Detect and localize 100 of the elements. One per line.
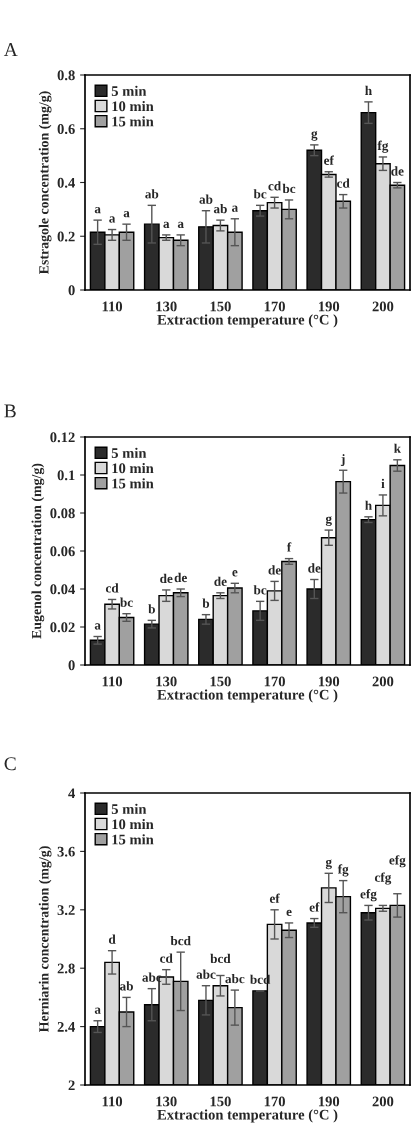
legend-label: 10 min bbox=[112, 818, 154, 830]
data-label: j bbox=[340, 454, 345, 467]
y-axis-title: Eugenol concentration (mg/g) bbox=[31, 463, 45, 639]
data-label: b bbox=[148, 604, 155, 614]
data-label: abc bbox=[196, 969, 216, 979]
data-label: abc bbox=[225, 973, 245, 984]
x-tick-label: 200 bbox=[372, 1096, 394, 1107]
x-tick-label: 190 bbox=[318, 1096, 340, 1107]
x-tick-label: 110 bbox=[102, 1096, 123, 1107]
y-tick-label: 3.2 bbox=[57, 905, 75, 916]
data-label: a bbox=[94, 623, 101, 630]
data-label: de bbox=[391, 166, 404, 176]
data-label: h bbox=[365, 85, 372, 95]
data-label: de bbox=[174, 572, 187, 583]
x-tick-label: 110 bbox=[102, 301, 123, 312]
data-label: b bbox=[202, 598, 210, 608]
data-label: fg bbox=[377, 140, 389, 153]
data-label: bc bbox=[282, 183, 296, 194]
chart-title: A bbox=[3, 43, 18, 56]
data-label: ab bbox=[199, 194, 213, 204]
data-label: i bbox=[381, 478, 385, 488]
data-label: a bbox=[231, 205, 238, 212]
data-label: bc bbox=[120, 597, 133, 607]
y-tick-label: 2 bbox=[68, 1080, 75, 1091]
chart-title: C bbox=[4, 757, 16, 771]
data-label: d bbox=[108, 934, 116, 944]
data-label: f bbox=[286, 542, 292, 552]
data-label: a bbox=[94, 206, 101, 214]
legend-label: 5 min bbox=[111, 803, 147, 814]
x-tick-label: 110 bbox=[102, 676, 123, 687]
data-label: k bbox=[394, 443, 402, 453]
data-label: a bbox=[109, 216, 116, 223]
legend-label: 10 min bbox=[112, 462, 154, 474]
x-axis-title: Extraction temperature (°C ) bbox=[157, 314, 338, 328]
legend-label: 10 min bbox=[112, 100, 154, 112]
x-tick-label: 190 bbox=[318, 301, 340, 312]
x-tick-label: 130 bbox=[156, 1096, 177, 1107]
y-tick-label: 2.4 bbox=[57, 1022, 76, 1032]
data-label: bc bbox=[253, 585, 267, 595]
data-label: ab bbox=[145, 189, 159, 199]
y-tick-label: 0.02 bbox=[50, 622, 75, 633]
data-label: ef bbox=[324, 155, 334, 165]
data-label: cd bbox=[160, 953, 173, 963]
data-label: cd bbox=[105, 583, 119, 593]
x-tick-label: 190 bbox=[318, 676, 340, 687]
legend-label: 5 min bbox=[111, 85, 147, 96]
data-label: cd bbox=[268, 181, 282, 191]
y-tick-label: 0.06 bbox=[50, 546, 75, 557]
y-tick-label: 0.04 bbox=[50, 584, 76, 595]
data-label: ab bbox=[213, 203, 227, 214]
data-label: g bbox=[311, 131, 318, 141]
data-label: a bbox=[94, 1007, 101, 1014]
chart-title: B bbox=[4, 404, 16, 418]
data-label: a bbox=[163, 221, 170, 229]
x-tick-label: 150 bbox=[210, 676, 231, 687]
y-tick-label: 3.6 bbox=[57, 846, 75, 857]
data-label: de bbox=[214, 576, 227, 586]
x-tick-label: 130 bbox=[156, 676, 177, 687]
data-label: de bbox=[268, 565, 281, 575]
data-label: efg bbox=[389, 855, 406, 868]
y-tick-label: 0.8 bbox=[57, 70, 75, 81]
data-label: e bbox=[286, 909, 292, 917]
data-label: ef bbox=[269, 893, 280, 903]
x-axis-title: Extraction temperature (°C ) bbox=[157, 1109, 338, 1123]
x-tick-label: 130 bbox=[156, 301, 177, 312]
y-tick-label: 0 bbox=[68, 285, 75, 296]
y-tick-label: 2.8 bbox=[57, 963, 75, 974]
data-label: g bbox=[325, 859, 332, 870]
x-tick-label: 150 bbox=[210, 1096, 231, 1107]
x-tick-label: 170 bbox=[264, 301, 285, 312]
y-tick-label: 0.6 bbox=[57, 124, 75, 135]
data-label: cfg bbox=[374, 872, 392, 885]
data-label: abc bbox=[142, 972, 162, 982]
legend-label: 15 min bbox=[112, 116, 154, 127]
x-tick-label: 200 bbox=[372, 676, 394, 687]
x-axis-title: Extraction temperature (°C ) bbox=[157, 689, 338, 703]
y-tick-label: 0.4 bbox=[57, 177, 76, 188]
y-axis-title: Estragole concentration (mg/g) bbox=[38, 91, 52, 275]
legend-label: 15 min bbox=[112, 834, 154, 845]
y-axis-title: Herniarin concentration (mg/g) bbox=[38, 846, 52, 1033]
data-label: a bbox=[177, 221, 184, 229]
data-label: fg bbox=[337, 864, 349, 877]
y-tick-label: 4 bbox=[68, 788, 76, 799]
data-label: a bbox=[123, 210, 130, 218]
y-tick-label: 0 bbox=[68, 660, 75, 671]
legend-label: 5 min bbox=[111, 447, 147, 458]
data-label: g bbox=[325, 516, 332, 526]
data-label: ef bbox=[309, 902, 320, 912]
data-label: bcd bbox=[210, 953, 231, 964]
x-tick-label: 200 bbox=[372, 301, 394, 312]
data-label: h bbox=[365, 500, 372, 510]
data-label: ab bbox=[119, 981, 133, 991]
data-label: bc bbox=[253, 189, 267, 199]
data-label: bcd bbox=[170, 936, 191, 946]
y-tick-label: 0.08 bbox=[50, 508, 75, 519]
x-tick-label: 170 bbox=[264, 1096, 285, 1107]
y-tick-label: 0.2 bbox=[57, 231, 75, 242]
legend-label: 15 min bbox=[112, 478, 154, 489]
data-label: efg bbox=[360, 889, 377, 902]
data-label: e bbox=[232, 570, 238, 577]
